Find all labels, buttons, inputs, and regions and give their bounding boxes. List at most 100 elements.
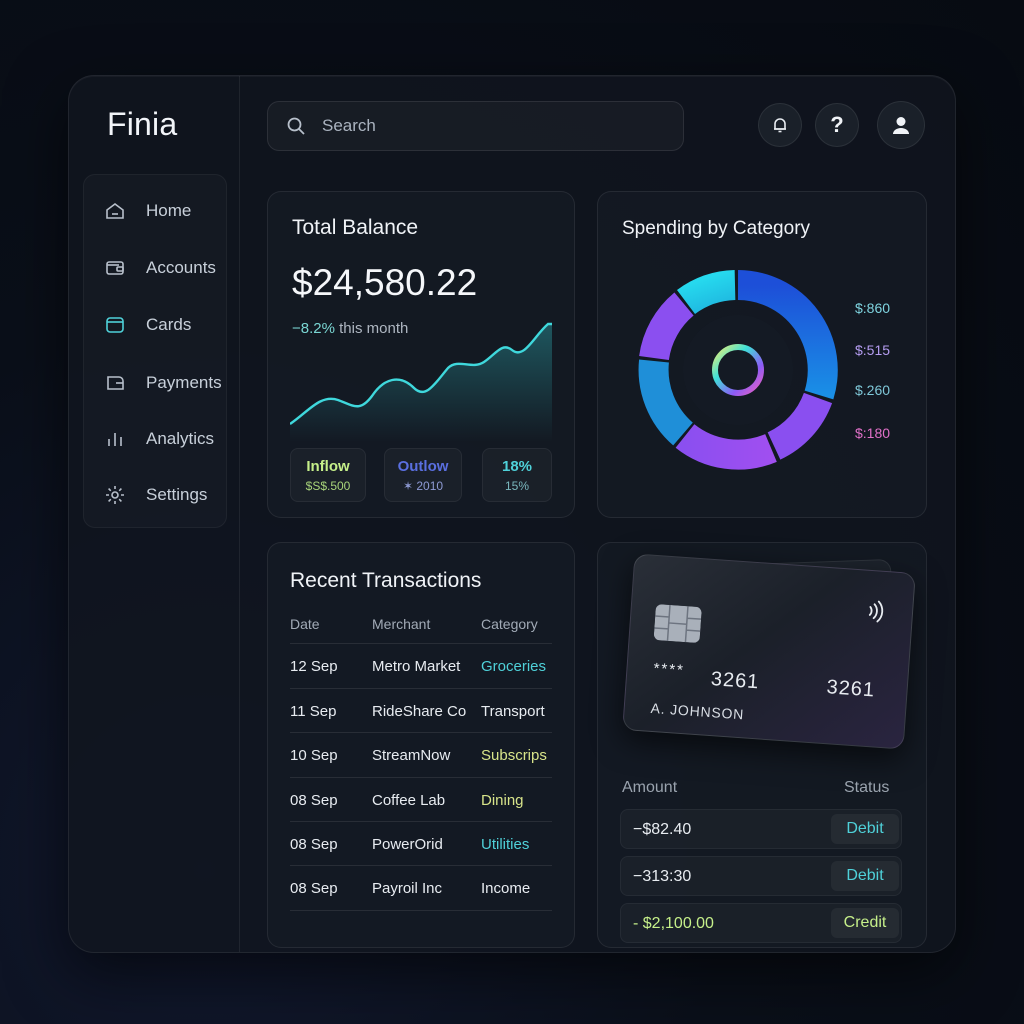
legend-value: $.260	[855, 382, 891, 398]
legend-value: $:515	[855, 342, 891, 358]
table-row[interactable]: 08 Sep PowerOrid Utilities	[290, 821, 552, 866]
transaction-merchant: StreamNow	[372, 747, 451, 764]
payment-row[interactable]: −$82.40 Debit	[620, 809, 902, 849]
transaction-category: Subscrips	[481, 747, 547, 764]
transaction-category: Income	[481, 880, 531, 897]
card-last-four: 3261	[710, 668, 761, 694]
legend-value: $:180	[855, 425, 891, 441]
transaction-merchant: Coffee Lab	[372, 792, 446, 809]
payment-row[interactable]: −313:30 Debit	[620, 856, 902, 896]
trend-line	[290, 322, 552, 425]
sidebar-item-analytics[interactable]: Analytics	[84, 419, 226, 459]
sidebar-item-label: Settings	[146, 485, 208, 504]
donut-segment	[639, 292, 694, 361]
table-row[interactable]: 10 Sep StreamNow Subscrips	[290, 732, 552, 777]
notifications-button[interactable]	[758, 103, 802, 147]
profile-button[interactable]	[877, 101, 925, 149]
app-window: Finia Home Accounts Cards Payments Analy…	[68, 75, 956, 953]
table-row[interactable]: 11 Sep RideShare Co Transport	[290, 688, 552, 733]
table-row[interactable]: 08 Sep Coffee Lab Dining	[290, 777, 552, 822]
table-row[interactable]: 08 Sep Payroil Inc Income	[290, 865, 552, 911]
credit-card[interactable]: **** 3261 3261 A. JOHNSON	[622, 553, 916, 750]
app-logo: Finia	[107, 106, 178, 142]
transaction-category: Groceries	[481, 658, 547, 675]
transaction-date: 10 Sep	[290, 747, 338, 764]
transactions-card: Recent Transactions Date Merchant Catego…	[267, 542, 575, 948]
payments-icon	[107, 376, 124, 390]
change-prefix: −	[292, 320, 301, 337]
stat-label: Outlow	[397, 458, 449, 475]
search-icon	[287, 117, 305, 135]
column-header-status: Status	[844, 779, 890, 796]
user-icon	[893, 117, 909, 134]
donut-segment	[767, 392, 833, 460]
transaction-date: 12 Sep	[290, 658, 338, 675]
balance-amount: $24,580.22	[292, 262, 478, 303]
column-header-amount: Amount	[622, 779, 678, 796]
spending-donut-chart	[638, 270, 838, 470]
status-badge: Debit	[831, 814, 899, 844]
wallet-icon	[106, 261, 124, 275]
sidebar-item-cards[interactable]: Cards	[84, 305, 226, 345]
transaction-date: 08 Sep	[290, 880, 338, 897]
sidebar-item-accounts[interactable]: Accounts	[84, 248, 226, 288]
chip-icon	[653, 604, 702, 643]
status-badge: Credit	[831, 908, 899, 938]
donut-segment	[737, 270, 838, 400]
help-icon: ?	[830, 112, 844, 137]
spending-title: Spending by Category	[622, 218, 811, 239]
sidebar-nav: Home Accounts Cards Payments Analytics S…	[83, 174, 227, 528]
change-percent: 8.2%	[300, 320, 335, 337]
sidebar-item-label: Cards	[146, 315, 192, 334]
transaction-merchant: PowerOrid	[372, 836, 443, 853]
stat-value: $S$.500	[305, 479, 351, 493]
transaction-category: Utilities	[481, 836, 530, 853]
transaction-merchant: Metro Market	[372, 658, 461, 675]
card-holder-name: A. JOHNSON	[650, 699, 745, 723]
payment-amount: - $2,100.00	[633, 915, 714, 932]
analytics-icon	[108, 433, 122, 446]
donut-segment	[676, 270, 736, 315]
inner-ring	[712, 344, 764, 396]
donut-segment	[638, 359, 694, 446]
sidebar-item-settings[interactable]: Settings	[84, 475, 226, 515]
column-header-category: Category	[481, 616, 538, 632]
balance-trend-chart	[290, 322, 552, 442]
help-button[interactable]: ?	[815, 103, 859, 147]
balance-change: −8.2% this month	[292, 320, 408, 337]
stat-value: 15%	[504, 479, 530, 493]
sidebar-item-label: Analytics	[146, 429, 215, 448]
transaction-merchant: RideShare Co	[372, 703, 467, 720]
change-label: this month	[339, 320, 409, 337]
column-header-date: Date	[290, 616, 320, 632]
spending-card: Spending by Category $:860 $:515 $.260 $…	[597, 191, 927, 518]
sidebar-item-payments[interactable]: Payments	[84, 363, 226, 403]
gear-icon	[106, 486, 124, 504]
transaction-date: 11 Sep	[290, 703, 337, 720]
stat-value: ✶ 2010	[402, 479, 444, 493]
transaction-merchant: Payroil Inc	[372, 880, 443, 897]
sidebar-item-home[interactable]: Home	[84, 191, 226, 231]
column-header-merchant: Merchant	[372, 616, 431, 632]
trend-area	[290, 324, 552, 442]
table-row[interactable]: 12 Sep Metro Market Groceries	[290, 643, 552, 688]
card-icon	[106, 317, 124, 333]
payment-row[interactable]: - $2,100.00 Credit	[620, 903, 902, 943]
rate-stat: 18% 15%	[482, 448, 552, 502]
inflow-stat: Inflow $S$.500	[290, 448, 366, 502]
payment-amount: −313:30	[633, 868, 692, 885]
home-icon	[106, 203, 124, 219]
balance-title: Total Balance	[292, 216, 419, 239]
transactions-title: Recent Transactions	[290, 569, 482, 592]
transaction-date: 08 Sep	[290, 836, 338, 853]
search-bar	[267, 101, 684, 151]
contactless-icon	[868, 600, 884, 623]
transaction-category: Transport	[481, 703, 545, 720]
stat-label: 18%	[501, 458, 533, 475]
balance-card: Total Balance $24,580.22 −8.2% this mont…	[267, 191, 575, 518]
bell-icon	[774, 118, 786, 133]
card-masked-digits: ****	[652, 660, 686, 680]
payment-amount: −$82.40	[633, 821, 692, 838]
search-input[interactable]	[320, 115, 644, 137]
sidebar-item-label: Home	[146, 201, 192, 220]
